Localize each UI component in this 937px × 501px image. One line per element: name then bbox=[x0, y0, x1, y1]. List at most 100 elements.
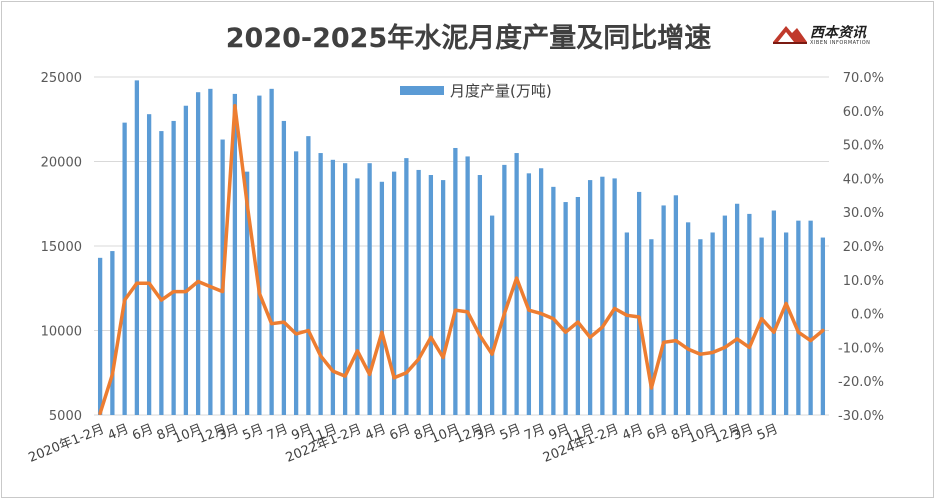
x-tick-20: 9月 bbox=[547, 422, 572, 444]
right-tick-6: 30.0% bbox=[843, 206, 884, 221]
bar-38 bbox=[563, 202, 568, 415]
bar-1 bbox=[110, 251, 115, 415]
bar-16 bbox=[293, 151, 299, 416]
bar-27 bbox=[428, 175, 434, 415]
right-tick-2: -10.0% bbox=[838, 341, 884, 356]
left-tick-3: 20000 bbox=[41, 156, 82, 171]
bar-59 bbox=[820, 237, 826, 415]
bar-17 bbox=[306, 136, 311, 415]
bar-24 bbox=[391, 171, 397, 415]
bar-0 bbox=[97, 257, 103, 415]
bar-7 bbox=[183, 105, 189, 415]
bar-9 bbox=[208, 88, 213, 415]
x-tick-24: 6月 bbox=[645, 422, 670, 444]
bar-18 bbox=[318, 153, 323, 416]
bar-42 bbox=[612, 178, 617, 415]
right-tick-5: 20.0% bbox=[843, 240, 884, 255]
bar-11 bbox=[232, 93, 238, 416]
mountain-logo-icon bbox=[773, 26, 807, 44]
bar-series bbox=[97, 80, 826, 416]
bar-22 bbox=[367, 163, 372, 415]
bar-3 bbox=[134, 80, 140, 415]
left-tick-2: 15000 bbox=[41, 240, 82, 255]
right-tick-8: 50.0% bbox=[843, 139, 884, 154]
bar-12 bbox=[244, 171, 250, 415]
bar-4 bbox=[146, 114, 152, 416]
bar-32 bbox=[489, 215, 495, 415]
bar-57 bbox=[796, 220, 801, 415]
x-tick-17: 3月 bbox=[473, 422, 498, 444]
x-tick-28: 3月 bbox=[731, 422, 756, 444]
x-tick-18: 5月 bbox=[498, 422, 523, 444]
x-tick-25: 8月 bbox=[669, 422, 694, 444]
bar-31 bbox=[477, 175, 483, 415]
x-tick-23: 4月 bbox=[620, 422, 645, 444]
right-tick-9: 60.0% bbox=[843, 105, 884, 120]
bar-54 bbox=[759, 237, 764, 415]
x-tick-14: 8月 bbox=[412, 422, 437, 444]
bar-5 bbox=[159, 131, 164, 415]
right-tick-10: 70.0% bbox=[843, 71, 884, 86]
left-axis-ticks: 5000 10000 15000 20000 25000 bbox=[41, 71, 82, 424]
x-tick-29: 5月 bbox=[755, 422, 780, 444]
bar-47 bbox=[673, 195, 679, 415]
bar-49 bbox=[698, 239, 703, 415]
x-tick-2: 6月 bbox=[130, 422, 155, 444]
right-tick-0: -30.0% bbox=[838, 409, 884, 424]
bar-40 bbox=[587, 180, 593, 415]
x-tick-9: 9月 bbox=[290, 422, 315, 444]
bar-28 bbox=[440, 180, 446, 415]
bar-19 bbox=[330, 159, 336, 415]
bar-15 bbox=[281, 120, 287, 415]
left-tick-1: 10000 bbox=[41, 325, 82, 340]
bar-2 bbox=[122, 122, 127, 415]
bar-45 bbox=[649, 239, 654, 415]
x-tick-1: 4月 bbox=[106, 422, 131, 444]
logo-subtitle: XIBEN INFORMATION bbox=[810, 40, 871, 46]
bar-41 bbox=[600, 176, 605, 415]
bar-43 bbox=[624, 232, 630, 415]
bar-6 bbox=[171, 120, 176, 415]
chart-title: 2020-2025年水泥月度产量及同比增速 bbox=[225, 23, 712, 54]
bar-20 bbox=[342, 163, 348, 415]
bar-30 bbox=[465, 156, 470, 415]
bar-25 bbox=[404, 158, 409, 415]
right-axis-ticks: -30.0% -20.0% -10.0% 0.0% 10.0% 20.0% 30.0% 40.… bbox=[838, 71, 884, 424]
yoy-growth-line bbox=[98, 103, 825, 416]
bar-51 bbox=[722, 215, 728, 415]
bar-56 bbox=[783, 232, 789, 415]
logo-name: 西本资讯 bbox=[810, 25, 866, 41]
x-tick-3: 8月 bbox=[155, 422, 180, 444]
bar-23 bbox=[379, 181, 385, 415]
bar-34 bbox=[514, 153, 519, 416]
bar-35 bbox=[526, 173, 532, 415]
bar-13 bbox=[257, 95, 262, 415]
legend: 月度产量(万吨) bbox=[400, 80, 552, 100]
bar-50 bbox=[710, 232, 715, 415]
right-tick-3: 0.0% bbox=[851, 308, 884, 323]
bar-33 bbox=[502, 164, 507, 415]
bar-39 bbox=[575, 196, 581, 415]
bar-36 bbox=[538, 168, 544, 415]
x-tick-13: 6月 bbox=[388, 422, 413, 444]
bar-37 bbox=[551, 186, 556, 415]
line-series bbox=[98, 103, 825, 416]
x-tick-19: 7月 bbox=[522, 422, 547, 444]
right-tick-4: 10.0% bbox=[843, 274, 884, 289]
bar-8 bbox=[195, 92, 201, 416]
bar-14 bbox=[269, 88, 274, 415]
x-tick-12: 4月 bbox=[363, 422, 388, 444]
bar-48 bbox=[685, 222, 691, 415]
legend-bar-swatch bbox=[400, 85, 444, 95]
x-tick-8: 7月 bbox=[265, 422, 290, 444]
xiben-logo: 西本资讯 XIBEN INFORMATION bbox=[772, 20, 892, 50]
x-tick-0: 2020年1-2月 bbox=[27, 422, 107, 466]
bar-52 bbox=[734, 203, 740, 415]
left-tick-0: 5000 bbox=[49, 409, 82, 424]
gridlines bbox=[94, 76, 829, 416]
bar-29 bbox=[453, 147, 458, 416]
left-tick-4: 25000 bbox=[41, 71, 82, 86]
right-tick-7: 40.0% bbox=[843, 172, 884, 187]
